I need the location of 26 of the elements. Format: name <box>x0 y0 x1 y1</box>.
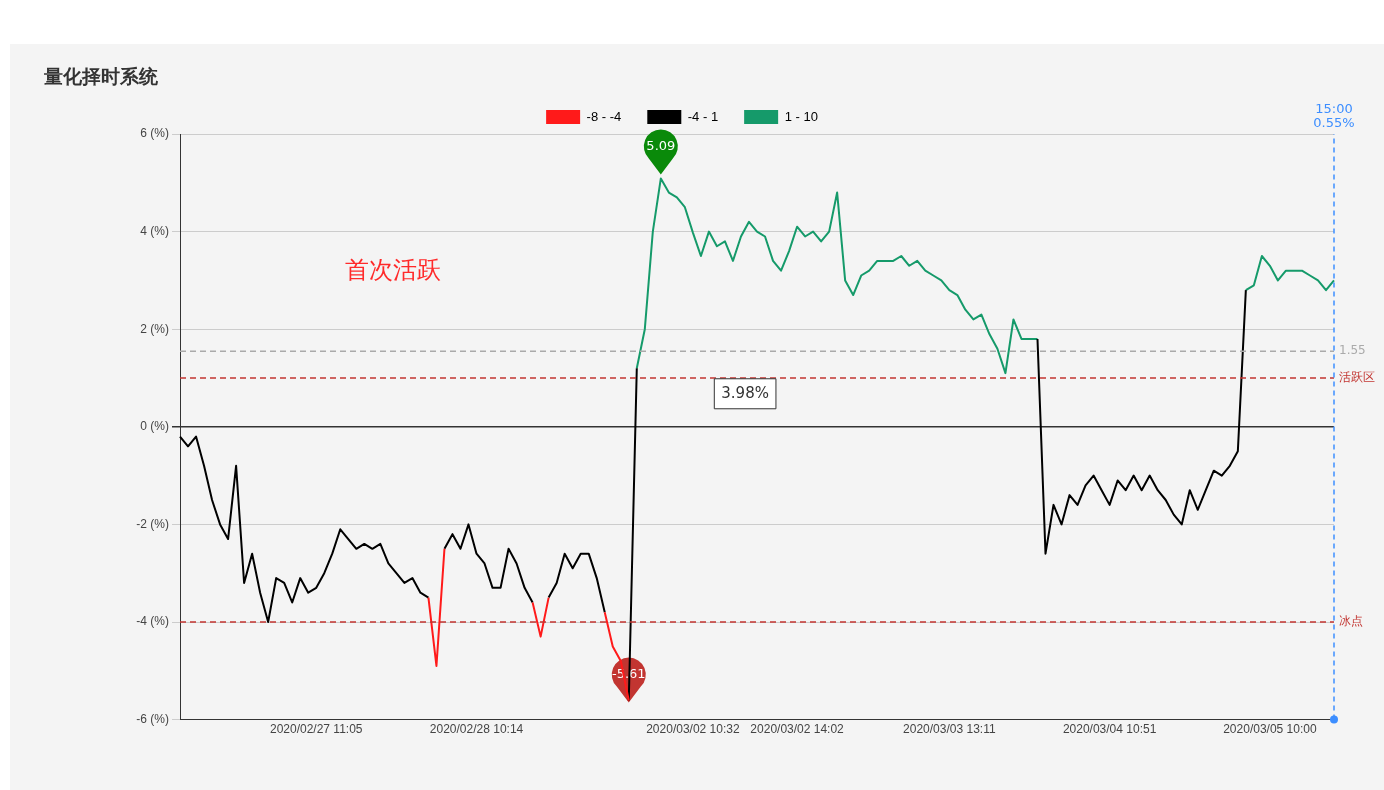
text: 0.55% <box>1313 114 1355 130</box>
y-tick-label: -2 (%) <box>136 516 169 531</box>
y-tick-label: 0 (%) <box>140 419 169 434</box>
x-tick-label: 2020/03/02 10:32 <box>646 722 740 737</box>
y-tick-label: 4 (%) <box>140 223 169 238</box>
y-tick-label: 6 (%) <box>140 126 169 141</box>
legend-label: -8 - -4 <box>586 108 622 124</box>
ref-line-label: 1.55 <box>1339 343 1366 358</box>
x-tick-label: 2020/03/05 10:00 <box>1223 722 1317 737</box>
ref-line-label: 活跃区 <box>1339 370 1375 385</box>
x-tick-label: 2020/02/28 10:14 <box>429 722 524 737</box>
y-tick-label: 2 (%) <box>140 321 169 336</box>
x-tick-label: 2020/02/27 11:05 <box>269 722 363 737</box>
annotation: 首次活跃 <box>345 255 442 284</box>
annotation: 3.98% <box>721 383 769 402</box>
x-tick-label: 2020/03/02 14:02 <box>750 722 845 737</box>
y-tick-label: -4 (%) <box>136 614 169 629</box>
x-tick-label: 2020/03/03 13:11 <box>903 722 996 737</box>
ref-line-label: 冰点 <box>1339 614 1363 629</box>
annotation: 5.09 <box>646 137 676 153</box>
text: 15:00 <box>1315 100 1353 116</box>
x-tick-label: 2020/03/04 10:51 <box>1062 722 1157 737</box>
legend-label: 1 - 10 <box>784 108 818 124</box>
chart-title: 量化择时系统 <box>44 64 158 89</box>
legend-label: -4 - 1 <box>687 108 719 124</box>
y-tick-label: -6 (%) <box>136 711 169 726</box>
